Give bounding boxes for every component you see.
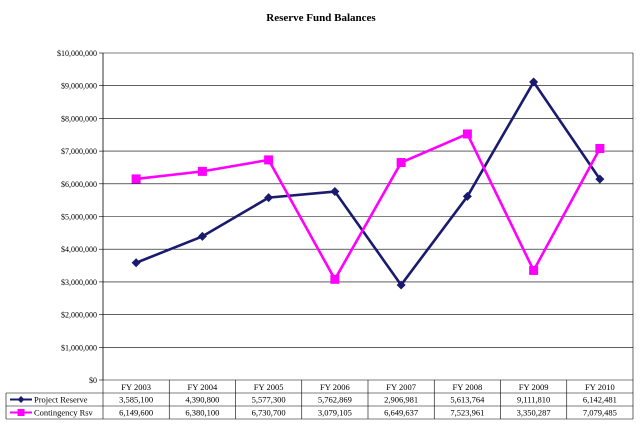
table-value: 6,730,700	[252, 408, 286, 418]
series-line	[135, 80, 601, 287]
data-point	[529, 77, 539, 87]
category-label: FY 2010	[585, 382, 615, 392]
y-tick-label: $8,000,000	[61, 114, 97, 123]
table-value: 4,390,800	[185, 395, 219, 405]
series-name: Project Reserve	[34, 395, 88, 405]
data-point	[131, 174, 141, 184]
y-tick-label: $0	[89, 376, 97, 385]
gridlines	[102, 52, 634, 381]
table-value: 6,149,600	[119, 408, 153, 418]
series-name: Contingency Rsv	[34, 408, 94, 418]
data-point	[396, 158, 406, 168]
table-value: 7,523,961	[450, 408, 484, 418]
y-tick-label: $9,000,000	[61, 82, 97, 91]
table-value: 7,079,485	[583, 408, 617, 418]
legend-marker	[17, 396, 25, 403]
table-value: 3,350,287	[517, 408, 551, 418]
data-point	[330, 274, 340, 284]
data-point	[396, 280, 406, 290]
data-point	[595, 174, 605, 184]
table-value: 6,142,481	[583, 395, 617, 405]
table-value: 9,111,810	[517, 395, 550, 405]
plot-area	[131, 77, 605, 290]
table-value: 6,649,637	[384, 408, 418, 418]
category-label: FY 2006	[320, 382, 350, 392]
data-point	[462, 191, 472, 201]
table-value: 5,762,869	[318, 395, 352, 405]
data-point	[197, 166, 207, 176]
y-tick-label: $10,000,000	[57, 49, 97, 58]
category-label: FY 2008	[453, 382, 483, 392]
data-point	[264, 193, 274, 203]
y-tick-label: $3,000,000	[61, 278, 97, 287]
data-point	[264, 155, 274, 165]
data-point	[529, 265, 539, 275]
data-point	[197, 231, 207, 241]
series-line	[135, 132, 602, 281]
y-tick-label: $4,000,000	[61, 245, 97, 254]
legend-marker	[17, 409, 25, 416]
y-tick-label: $7,000,000	[61, 147, 97, 156]
data-point	[595, 144, 605, 154]
category-label: FY 2007	[386, 382, 416, 392]
table-value: 6,380,100	[185, 408, 219, 418]
table-value: 3,585,100	[119, 395, 153, 405]
y-tick-label: $6,000,000	[61, 180, 97, 189]
category-label: FY 2009	[519, 382, 549, 392]
data-point	[131, 258, 141, 268]
category-label: FY 2004	[188, 382, 218, 392]
data-table: FY 2003 FY 2004 FY 2005 FY 2006 FY 2007 FY 20…	[5, 380, 634, 420]
chart-title: Reserve Fund Balances	[266, 12, 376, 24]
data-point	[330, 187, 340, 197]
table-value: 5,577,300	[252, 395, 286, 405]
y-tick-label: $1,000,000	[61, 343, 97, 352]
table-value: 3,079,105	[318, 408, 352, 418]
data-point	[462, 129, 472, 139]
table-value: 5,613,764	[450, 395, 485, 405]
table-value: 2,906,981	[384, 395, 418, 405]
y-tick-label: $2,000,000	[61, 311, 97, 320]
y-axis-ticks: $0 $1,000,000 $2,000,000 $3,000,000 $4,000,0…	[57, 49, 103, 385]
y-tick-label: $5,000,000	[61, 213, 97, 222]
category-label: FY 2003	[121, 382, 151, 392]
category-label: FY 2005	[254, 382, 284, 392]
